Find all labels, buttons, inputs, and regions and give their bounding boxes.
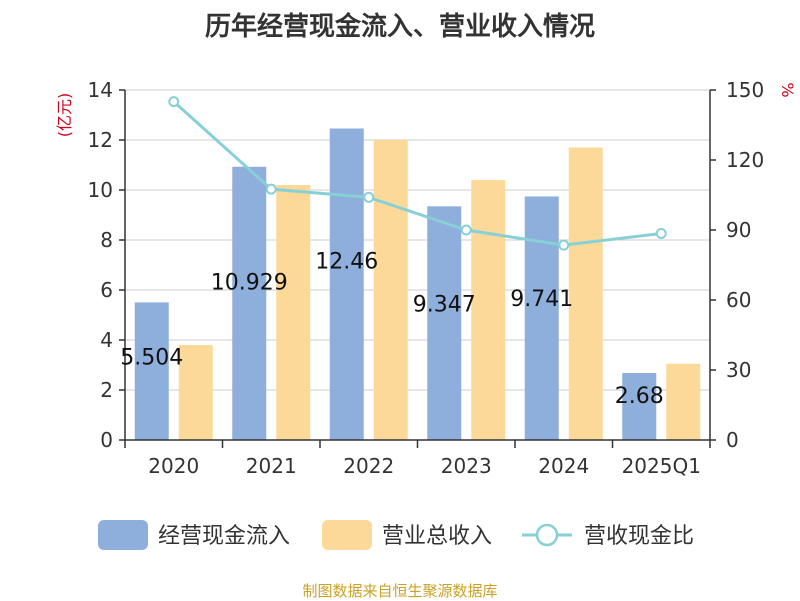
x-tick-label: 2023 [441, 454, 492, 478]
ratio-point [168, 96, 180, 108]
chart-title: 历年经营现金流入、营业收入情况 [204, 12, 595, 42]
bar-cash-inflow [622, 373, 657, 440]
bar-data-label: 12.46 [315, 250, 378, 275]
bar-revenue [373, 140, 408, 440]
legend-swatch [98, 520, 148, 550]
x-tick-label: 2024 [538, 454, 589, 478]
data-labels: 5.504 10.929 12.46 9.347 9.741 2.68 [120, 250, 663, 409]
axes: 0 2 4 6 8 10 12 14 0 30 60 90 120 150 2020 2021 2022 2023… [88, 78, 765, 478]
y-right-tick-label: 90 [726, 218, 751, 242]
ratio-line [168, 96, 667, 251]
bar-data-label: 9.347 [413, 292, 476, 317]
legend-swatch [322, 520, 372, 550]
x-tick-label: 2021 [246, 454, 297, 478]
ratio-point [363, 191, 375, 203]
bar-revenue [471, 180, 506, 440]
y-right-tick-label: 60 [726, 288, 751, 312]
x-tick-label: 2020 [148, 454, 199, 478]
y-left-tick-label: 12 [88, 128, 113, 152]
bar-cash-inflow [329, 128, 364, 440]
legend-label: 经营现金流入 [158, 524, 290, 549]
y-axis-right-label: % [778, 82, 797, 97]
ratio-point [265, 183, 277, 195]
ratio-line-path [172, 100, 662, 247]
bar-revenue [666, 363, 701, 440]
y-right-tick-label: 120 [726, 148, 764, 172]
y-right-tick-label: 30 [726, 358, 751, 382]
ratio-point [655, 228, 667, 239]
y-left-tick-label: 2 [100, 378, 113, 402]
y-left-tick-label: 8 [100, 228, 113, 252]
bars [134, 128, 701, 440]
y-left-tick-label: 10 [88, 178, 113, 202]
x-tick-label: 2022 [343, 454, 394, 478]
y-right-tick-label: 0 [726, 428, 739, 452]
source-label: 制图数据来自恒生聚源数据库 [302, 582, 498, 600]
bar-data-label: 10.929 [211, 271, 288, 296]
legend-label: 营业总收入 [382, 524, 492, 549]
bar-data-label: 5.504 [120, 345, 183, 370]
legend: 经营现金流入 营业总收入 营收现金比 [98, 520, 694, 550]
legend-marker [535, 523, 559, 547]
y-axis-left-label: (亿元) [55, 93, 74, 138]
y-left-tick-label: 4 [100, 328, 113, 352]
bar-revenue [568, 147, 603, 440]
y-left-tick-label: 0 [100, 428, 113, 452]
bar-data-label: 2.68 [615, 384, 664, 409]
bar-cash-inflow [232, 166, 267, 440]
y-left-tick-label: 6 [100, 278, 113, 302]
legend-label: 营收现金比 [584, 524, 694, 549]
x-tick-label: 2025Q1 [622, 454, 701, 478]
ratio-point [460, 224, 472, 236]
ratio-point [558, 239, 570, 251]
bar-cash-inflow [524, 196, 559, 440]
bar-revenue [276, 185, 311, 440]
y-left-tick-label: 14 [88, 78, 113, 102]
bar-data-label: 9.741 [510, 287, 573, 312]
bar-cash-inflow [134, 302, 169, 440]
bar-cash-inflow [427, 206, 462, 440]
bar-revenue [178, 345, 213, 440]
y-right-tick-label: 150 [726, 78, 764, 102]
